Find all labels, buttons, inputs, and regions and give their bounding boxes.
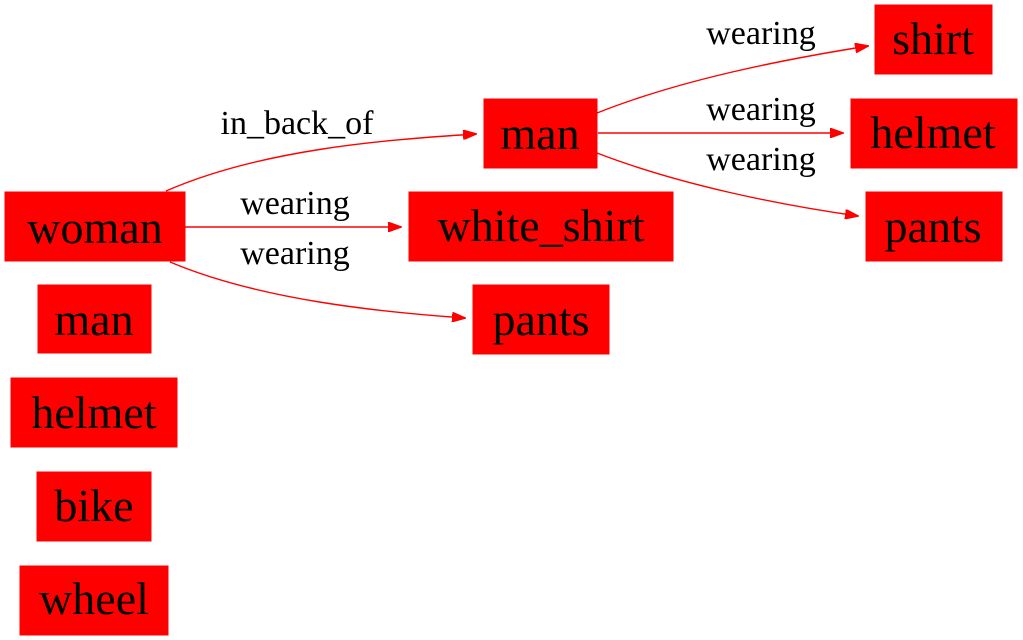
edge-label-wearing-helmet: wearing	[706, 91, 816, 128]
node-man-isolated: man	[37, 284, 152, 354]
edge-label-wearing-pants-m: wearing	[706, 141, 816, 178]
edge-woman-wearing-white-shirt: wearing	[185, 185, 401, 227]
node-helmet-isolated: helmet	[10, 377, 178, 448]
node-label-shirt: shirt	[892, 13, 974, 64]
edge-woman-wearing-pants: wearing	[169, 235, 465, 318]
edge-label-wearing-pants: wearing	[240, 235, 350, 272]
node-label-helmet-man: helmet	[870, 107, 995, 158]
node-label-man-main: man	[500, 108, 579, 159]
node-white-shirt: white_shirt	[408, 191, 674, 262]
node-man-main: man	[483, 98, 598, 169]
edge-path-wearing-shirt	[596, 46, 868, 114]
node-label-wheel: wheel	[39, 573, 149, 624]
edge-path-wearing-pants	[169, 261, 465, 318]
edge-woman-in-back-of-man: in_back_of	[165, 105, 476, 192]
node-wheel: wheel	[19, 565, 169, 636]
node-woman: woman	[4, 191, 186, 262]
edge-man-wearing-pants: wearing	[596, 141, 858, 216]
edge-label-wearing-shirt: wearing	[706, 15, 816, 52]
edge-label-wearing-white-shirt: wearing	[240, 185, 350, 222]
edge-path-wearing-pants-m	[596, 152, 858, 216]
node-shirt: shirt	[874, 4, 993, 75]
node-label-helmet-isolated: helmet	[31, 387, 156, 438]
node-label-bike: bike	[54, 480, 133, 531]
node-pants-woman: pants	[472, 284, 610, 355]
node-label-pants-woman: pants	[492, 294, 589, 345]
edge-man-wearing-helmet: wearing	[598, 91, 843, 133]
node-pants-man: pants	[865, 191, 1003, 262]
edge-path-in-back-of	[165, 134, 476, 192]
node-label-woman: woman	[27, 202, 162, 253]
node-helmet-man: helmet	[850, 98, 1018, 169]
edge-label-in-back-of: in_back_of	[221, 105, 375, 142]
node-label-pants-man: pants	[884, 201, 981, 252]
node-bike: bike	[36, 471, 152, 542]
node-label-white-shirt: white_shirt	[438, 200, 645, 251]
edge-man-wearing-shirt: wearing	[596, 15, 868, 114]
node-label-man-isolated: man	[54, 294, 133, 345]
